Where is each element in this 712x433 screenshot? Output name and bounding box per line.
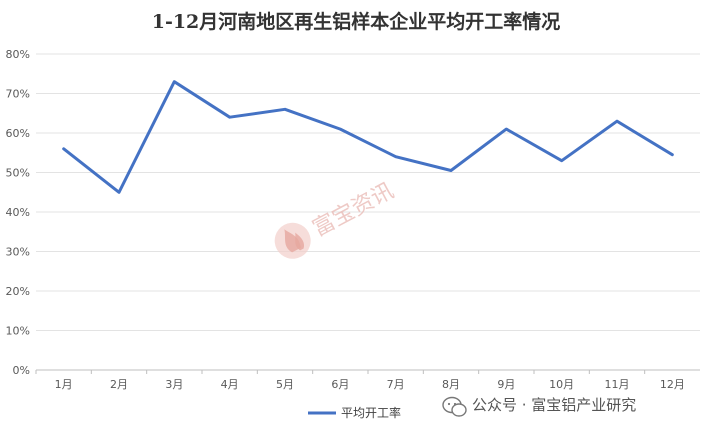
x-tick-label: 7月	[387, 378, 405, 391]
y-axis-ticks: 0% 10% 20% 30% 40% 50% 60% 70% 80%	[6, 48, 30, 377]
x-tick-label: 9月	[497, 378, 515, 391]
x-tick-label: 3月	[165, 378, 183, 391]
chart-title: 1-12月河南地区再生铝样本企业平均开工率情况	[152, 10, 561, 33]
y-tick-label: 80%	[6, 48, 30, 61]
x-tick-label: 6月	[331, 378, 349, 391]
x-tick-label: 5月	[276, 378, 294, 391]
y-tick-label: 30%	[6, 246, 30, 259]
x-tick-label: 4月	[221, 378, 239, 391]
x-tick-label: 11月	[605, 378, 630, 391]
x-tick-label: 1月	[55, 378, 73, 391]
y-tick-label: 0%	[13, 364, 30, 377]
x-axis-ticks: 1月 2月 3月 4月 5月 6月 7月 8月 9月 10月 11月 12月	[35, 370, 685, 391]
y-tick-label: 50%	[6, 167, 30, 180]
x-tick-label: 8月	[442, 378, 460, 391]
series-line-平均开工率	[62, 80, 674, 194]
footer-text: 公众号 · 富宝铝产业研究	[472, 396, 636, 414]
y-tick-label: 70%	[6, 88, 30, 101]
x-tick-label: 2月	[110, 378, 128, 391]
x-tick-label: 12月	[660, 378, 685, 391]
series-layer	[62, 80, 674, 194]
wechat-icon	[442, 396, 467, 417]
y-tick-label: 20%	[6, 285, 30, 298]
y-tick-label: 10%	[6, 325, 30, 338]
fubao-logo-icon	[274, 222, 311, 259]
x-tick-label: 10月	[549, 378, 574, 391]
legend-label: 平均开工率	[341, 405, 401, 420]
y-tick-label: 40%	[6, 206, 30, 219]
footer: 公众号 · 富宝铝产业研究	[442, 396, 636, 417]
watermark-text: 富宝资讯	[309, 178, 398, 241]
y-tick-label: 60%	[6, 127, 30, 140]
grid-lines	[36, 53, 700, 371]
legend: 平均开工率	[308, 405, 401, 420]
